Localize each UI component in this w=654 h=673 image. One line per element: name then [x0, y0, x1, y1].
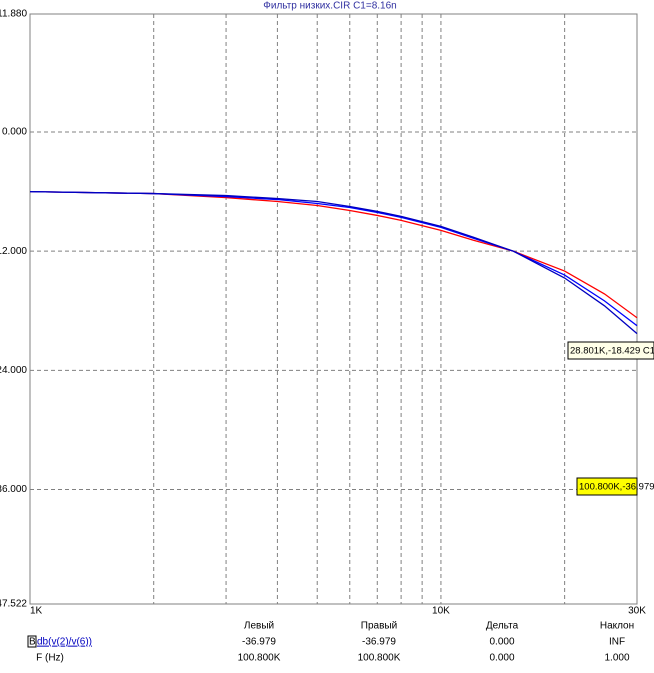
chart-title: Фильтр низких.CIR C1=8.16n — [263, 1, 396, 12]
cursor-label: 100.800K,-36.979 — [579, 482, 654, 493]
y-tick-label: 0.000 — [2, 127, 27, 138]
cursor-label-box — [567, 341, 654, 360]
table-header: Правый — [361, 621, 397, 632]
cursor-label-box — [576, 477, 638, 496]
series-line — [29, 190, 638, 319]
table-cell: 0.000 — [489, 653, 514, 664]
y-tick-label: -47.522 — [0, 599, 27, 610]
x-tick-label: 30K — [628, 606, 646, 617]
table-cell: 0.000 — [489, 637, 514, 648]
cursor-label: 28.801K,-18.429 C1=8.16 — [570, 346, 654, 357]
table-header: Наклон — [600, 621, 634, 632]
table-cell: 1.000 — [604, 653, 629, 664]
table-cell: 100.800K — [358, 653, 401, 664]
table-cell: INF — [609, 637, 625, 648]
y-tick-label: -12.000 — [0, 246, 27, 257]
row-label: db(v(2)/v(6)) — [37, 637, 92, 648]
series-line — [29, 190, 638, 327]
table-header: Дельта — [486, 621, 519, 632]
row-label: F (Hz) — [36, 653, 64, 664]
table-cell: 100.800K — [238, 653, 281, 664]
row-marker-box — [27, 635, 37, 648]
row-marker: B — [29, 637, 36, 648]
plot-frame — [29, 13, 638, 605]
table-cell: -36.979 — [242, 637, 276, 648]
table-header: Левый — [244, 621, 274, 632]
x-tick-label: 1K — [30, 606, 43, 617]
table-cell: -36.979 — [362, 637, 396, 648]
y-tick-label: -24.000 — [0, 365, 27, 376]
x-tick-label: 10K — [432, 606, 450, 617]
y-tick-label: -36.000 — [0, 484, 27, 495]
y-tick-label: 11.880 — [0, 9, 27, 20]
series-line — [29, 190, 638, 335]
